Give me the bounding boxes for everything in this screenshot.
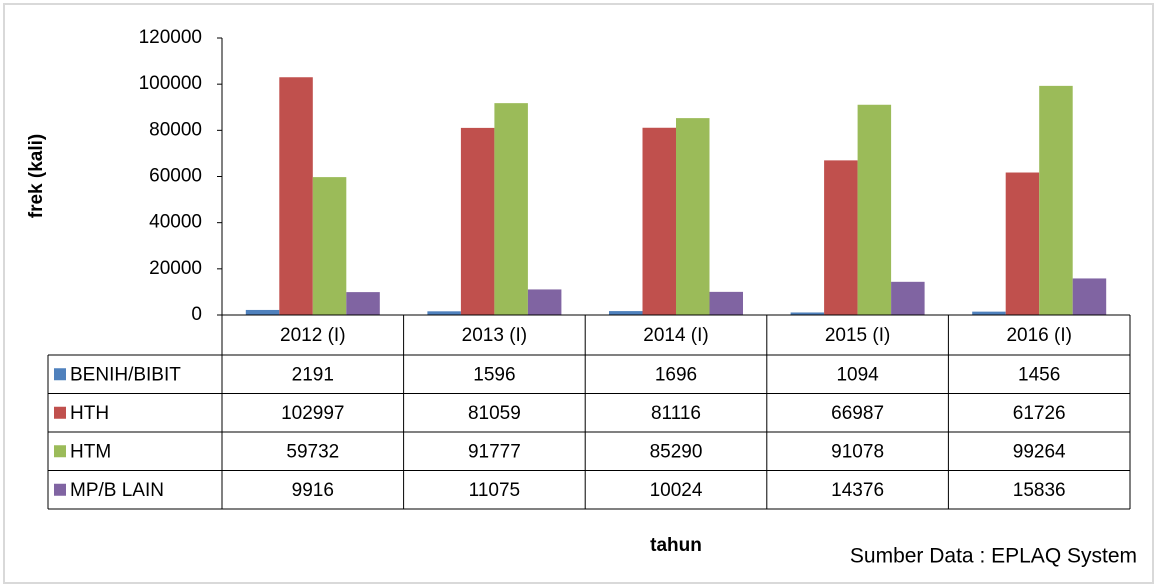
bar [494,103,528,315]
frame [3,3,1154,584]
table-cell: 11075 [469,480,520,501]
bar [427,311,461,315]
table-cell: 102997 [281,403,344,424]
x-tick-label: 2015 (I) [825,325,890,346]
legend-label: MP/B LAIN [70,480,164,501]
legend-label: HTM [70,441,111,462]
bar [676,118,710,315]
y-tick-label: 80000 [149,119,202,140]
bar [1039,85,1073,315]
x-tick-label: 2014 (I) [643,325,708,346]
y-tick-label: 20000 [149,258,202,279]
bar [460,127,495,315]
x-axis-title: tahun [650,535,702,556]
table-cell: 10024 [650,480,703,501]
table-cell: 2191 [292,364,334,385]
bar [312,177,347,315]
table-cell: 81116 [651,403,701,424]
table-cell: 85290 [650,441,703,462]
source: Sumber Data : EPLAQ System [850,545,1137,568]
y-axis-title: frek (kali) [26,134,47,218]
table-cell: 91078 [831,441,884,462]
bar [824,160,858,315]
y-tick-label: 100000 [139,73,202,94]
bar [891,281,925,315]
x-tick-label: 2013 (I) [462,325,527,346]
legend-key [54,406,66,419]
bar [709,291,743,315]
table-cell: 61726 [1013,403,1066,424]
legend-key [54,483,66,496]
bar [1072,278,1107,315]
table-cell: 14376 [831,480,884,501]
bar [245,309,280,315]
legend-key [54,445,66,458]
y-tick-label: 40000 [149,212,202,233]
bar [346,292,380,315]
table-cell: 66987 [831,403,884,424]
table-cell: 1696 [655,364,697,385]
x-tick-label: 2012 (I) [280,325,345,346]
table-cell: 59732 [286,441,339,462]
bar [857,104,892,315]
bar [790,312,825,315]
x-tick-label: 2016 (I) [1006,325,1071,346]
bar [527,289,562,315]
legend-key [54,368,66,381]
bar [1005,172,1040,315]
y-tick-label: 120000 [139,27,202,48]
table-cell: 81059 [468,403,521,424]
table-cell: 9916 [292,480,334,501]
y-tick-label: 60000 [149,166,202,187]
table-cell: 1456 [1018,364,1060,385]
table-cell: 91777 [468,441,521,462]
table-cell: 99264 [1013,441,1066,462]
bar [279,77,313,315]
legend-label: BENIH/BIBIT [70,364,181,385]
table-cell: 15836 [1013,480,1066,501]
table-cell: 1094 [836,364,879,385]
y-tick-label: 0 [191,304,202,325]
bar [972,311,1006,315]
bar [609,311,643,315]
bar [642,127,676,315]
legend-label: HTH [70,403,109,424]
table-cell: 1596 [473,364,515,385]
